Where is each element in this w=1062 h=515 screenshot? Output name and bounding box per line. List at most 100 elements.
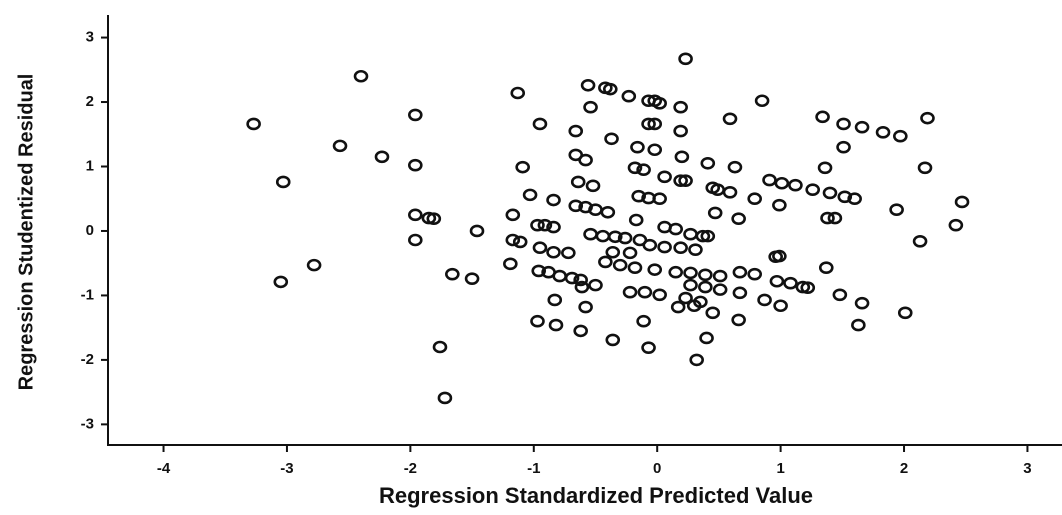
point — [724, 187, 736, 197]
point — [597, 231, 609, 241]
point — [856, 298, 868, 308]
point — [894, 131, 906, 141]
point — [670, 267, 682, 277]
point — [275, 277, 287, 287]
point — [773, 200, 785, 210]
point — [956, 197, 968, 207]
point — [919, 163, 931, 173]
point — [585, 102, 597, 112]
point — [531, 316, 543, 326]
point — [277, 177, 289, 187]
point — [554, 271, 566, 281]
point — [950, 220, 962, 230]
point — [838, 142, 850, 152]
point — [699, 270, 711, 280]
point — [676, 152, 688, 162]
chart: Regression Standardized Predicted Value … — [0, 0, 1062, 515]
y-tick-label: 1 — [86, 157, 94, 174]
y-tick-label: -1 — [81, 286, 94, 303]
point — [623, 91, 635, 101]
point — [606, 134, 618, 144]
point — [776, 178, 788, 188]
point — [334, 141, 346, 151]
point — [685, 229, 697, 239]
point — [819, 163, 831, 173]
point — [838, 119, 850, 129]
point — [409, 210, 421, 220]
point — [644, 240, 656, 250]
point — [852, 320, 864, 330]
point — [630, 215, 642, 225]
y-tick-label: 3 — [86, 29, 94, 46]
point — [507, 210, 519, 220]
point — [759, 295, 771, 305]
point — [675, 102, 687, 112]
point — [575, 326, 587, 336]
point — [914, 236, 926, 246]
point — [699, 282, 711, 292]
point — [729, 162, 741, 172]
point — [654, 290, 666, 300]
point — [807, 185, 819, 195]
point — [639, 287, 651, 297]
point — [756, 96, 768, 106]
point — [921, 113, 933, 123]
point — [624, 287, 636, 297]
point — [733, 315, 745, 325]
point — [714, 271, 726, 281]
point — [550, 320, 562, 330]
point — [733, 214, 745, 224]
point — [685, 280, 697, 290]
point — [602, 207, 614, 217]
x-tick-label: 3 — [1023, 460, 1031, 477]
point — [434, 342, 446, 352]
point — [548, 195, 560, 205]
point — [675, 126, 687, 136]
point — [659, 172, 671, 182]
point — [680, 54, 692, 64]
x-tick-label: -4 — [157, 460, 171, 477]
point — [709, 208, 721, 218]
point — [504, 259, 516, 269]
point — [691, 355, 703, 365]
point — [702, 158, 714, 168]
point — [820, 263, 832, 273]
point — [409, 235, 421, 245]
point — [643, 343, 655, 353]
point — [439, 393, 451, 403]
point — [587, 181, 599, 191]
point — [471, 226, 483, 236]
point — [829, 213, 841, 223]
point — [672, 302, 684, 312]
point — [789, 180, 801, 190]
point — [707, 308, 719, 318]
x-tick-label: -1 — [527, 460, 540, 477]
y-axis-title: Regression Studentized Residual — [15, 74, 37, 391]
point — [724, 114, 736, 124]
point — [689, 245, 701, 255]
point — [570, 126, 582, 136]
point — [817, 112, 829, 122]
point — [675, 243, 687, 253]
point — [548, 247, 560, 257]
point — [534, 243, 546, 253]
point — [446, 269, 458, 279]
point — [824, 188, 836, 198]
point — [659, 242, 671, 252]
point — [248, 119, 260, 129]
point — [466, 274, 478, 284]
y-tick-label: -2 — [81, 351, 94, 368]
point — [517, 162, 529, 172]
point — [409, 160, 421, 170]
point — [534, 119, 546, 129]
point — [589, 280, 601, 290]
point — [355, 71, 367, 81]
y-tick-label: -3 — [81, 415, 94, 432]
point — [649, 265, 661, 275]
point — [631, 142, 643, 152]
point — [856, 122, 868, 132]
point — [629, 263, 641, 273]
point — [409, 110, 421, 120]
point — [614, 260, 626, 270]
x-tick-label: 1 — [776, 460, 784, 477]
